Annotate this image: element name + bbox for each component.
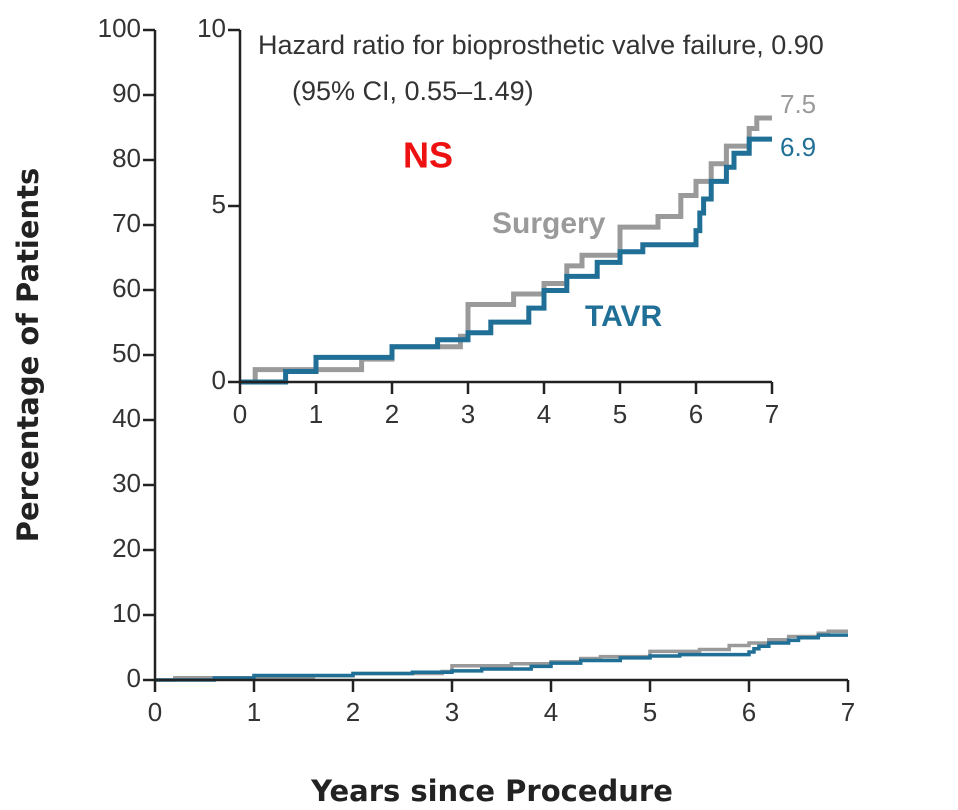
x-tick-label: 6	[742, 697, 756, 727]
y-tick-label: 0	[127, 663, 141, 693]
x-tick-label: 1	[247, 697, 261, 727]
annotation: (95% CI, 0.55–1.49)	[292, 76, 534, 106]
end-label: 6.9	[780, 132, 816, 162]
x-axis-label: Years since Procedure	[310, 774, 673, 808]
y-tick-label: 10	[197, 13, 226, 43]
y-tick-label: 5	[212, 189, 226, 219]
x-tick-label: 3	[461, 399, 475, 429]
annotation: NS	[403, 135, 453, 176]
y-tick-label: 90	[112, 78, 141, 108]
x-tick-label: 4	[544, 697, 558, 727]
x-tick-label: 0	[148, 697, 162, 727]
y-tick-label: 100	[98, 13, 141, 43]
x-tick-label: 5	[613, 399, 627, 429]
end-label: 7.5	[780, 89, 816, 119]
x-tick-label: 6	[689, 399, 703, 429]
x-tick-label: 1	[309, 399, 323, 429]
y-tick-label: 60	[112, 273, 141, 303]
x-tick-label: 2	[346, 697, 360, 727]
series-label: Surgery	[492, 207, 606, 240]
x-tick-label: 0	[233, 399, 247, 429]
x-tick-label: 4	[537, 399, 551, 429]
y-tick-label: 0	[212, 365, 226, 395]
y-axis-label: Percentage of Patients	[11, 168, 45, 543]
series-label: TAVR	[585, 300, 663, 333]
x-tick-label: 7	[841, 697, 855, 727]
y-tick-label: 80	[112, 143, 141, 173]
y-tick-label: 50	[112, 338, 141, 368]
x-tick-label: 5	[643, 697, 657, 727]
y-tick-label: 70	[112, 208, 141, 238]
x-tick-label: 3	[445, 697, 459, 727]
annotation: Hazard ratio for bioprosthetic valve fai…	[258, 30, 824, 60]
series-line	[240, 136, 772, 385]
y-tick-label: 10	[112, 598, 141, 628]
y-tick-label: 40	[112, 403, 141, 433]
x-tick-label: 2	[385, 399, 399, 429]
y-tick-label: 30	[112, 468, 141, 498]
axis-line	[153, 30, 848, 682]
series-line	[155, 633, 848, 682]
series-line	[240, 115, 772, 385]
y-tick-label: 20	[112, 533, 141, 563]
x-tick-label: 7	[765, 399, 779, 429]
